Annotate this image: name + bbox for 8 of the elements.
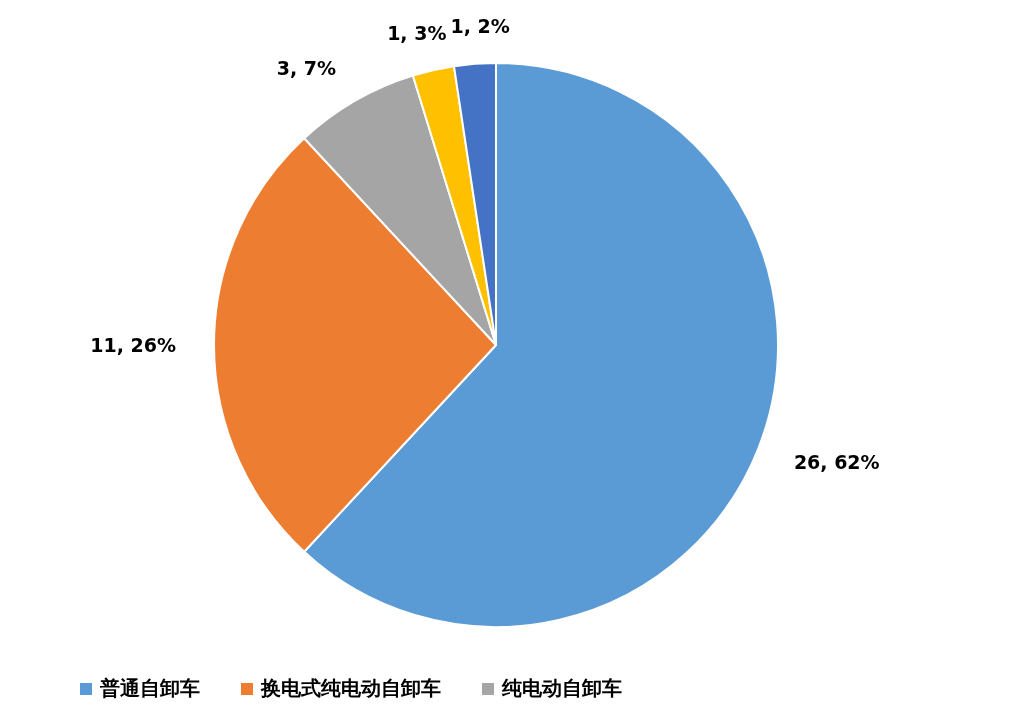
data-label: 3, 7%	[276, 56, 336, 79]
legend-label: 普通自卸车	[99, 676, 200, 700]
legend-label: 纯电动自卸车	[501, 676, 622, 700]
data-label: 11, 26%	[90, 334, 176, 356]
legend-label: 换电式纯电动自卸车	[260, 676, 441, 700]
data-label: 1, 2%	[450, 14, 510, 37]
data-label: 1, 3%	[387, 22, 447, 45]
data-label: 26, 62%	[793, 450, 880, 473]
